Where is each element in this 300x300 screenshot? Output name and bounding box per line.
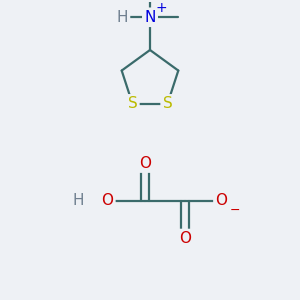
- Text: O: O: [139, 156, 151, 171]
- Text: O: O: [179, 231, 191, 246]
- Text: +: +: [155, 1, 167, 15]
- Text: H: H: [116, 10, 128, 25]
- Text: S: S: [128, 96, 137, 111]
- Text: N: N: [144, 10, 156, 25]
- Text: S: S: [163, 96, 172, 111]
- Text: O: O: [101, 193, 113, 208]
- Text: O: O: [215, 193, 227, 208]
- Text: −: −: [230, 204, 241, 217]
- Text: H: H: [73, 193, 84, 208]
